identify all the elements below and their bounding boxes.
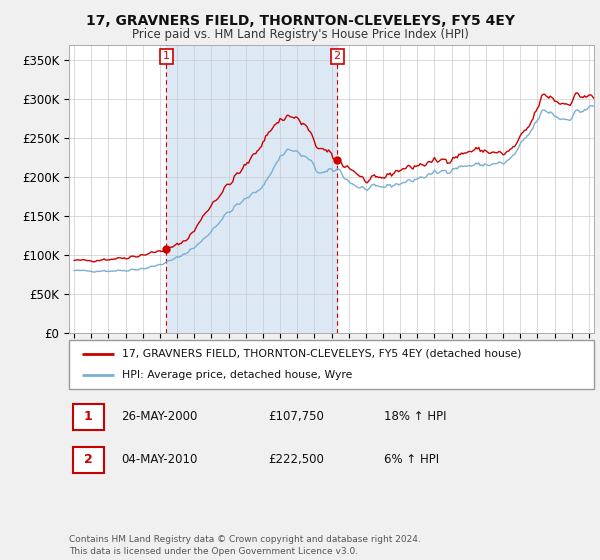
Text: HPI: Average price, detached house, Wyre: HPI: Average price, detached house, Wyre [121, 370, 352, 380]
Text: 17, GRAVNERS FIELD, THORNTON-CLEVELEYS, FY5 4EY: 17, GRAVNERS FIELD, THORNTON-CLEVELEYS, … [86, 14, 515, 28]
Text: 26-MAY-2000: 26-MAY-2000 [121, 410, 198, 423]
Text: 04-MAY-2010: 04-MAY-2010 [121, 453, 198, 466]
Text: 18% ↑ HPI: 18% ↑ HPI [384, 410, 446, 423]
Text: £222,500: £222,500 [269, 453, 325, 466]
Bar [73, 447, 104, 473]
Text: 2: 2 [334, 52, 341, 62]
Text: 1: 1 [84, 410, 93, 423]
Text: 1: 1 [163, 52, 170, 62]
Text: 2: 2 [84, 453, 93, 466]
Bar [166, 45, 337, 333]
Text: £107,750: £107,750 [269, 410, 325, 423]
Text: Contains HM Land Registry data © Crown copyright and database right 2024.
This d: Contains HM Land Registry data © Crown c… [69, 535, 421, 556]
Text: Price paid vs. HM Land Registry's House Price Index (HPI): Price paid vs. HM Land Registry's House … [131, 28, 469, 41]
Text: 17, GRAVNERS FIELD, THORNTON-CLEVELEYS, FY5 4EY (detached house): 17, GRAVNERS FIELD, THORNTON-CLEVELEYS, … [121, 349, 521, 359]
Text: 6% ↑ HPI: 6% ↑ HPI [384, 453, 439, 466]
Bar [73, 404, 104, 430]
